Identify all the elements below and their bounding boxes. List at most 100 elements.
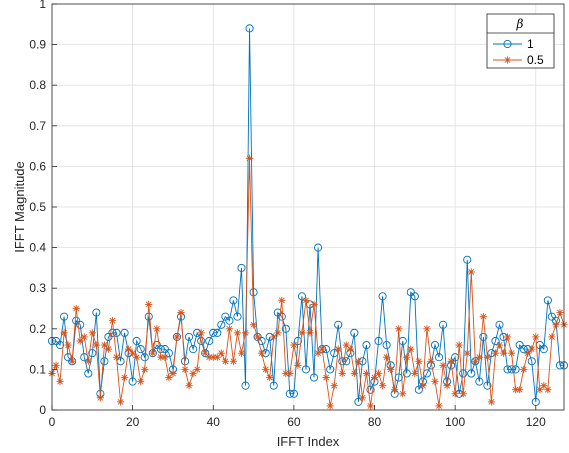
series-layer xyxy=(47,24,569,410)
series-2-point xyxy=(447,357,455,365)
series-2-point xyxy=(92,341,100,349)
series-2-point xyxy=(294,361,302,369)
series-2-point xyxy=(177,308,185,317)
series-1-point xyxy=(362,340,371,350)
series-2-point xyxy=(290,341,298,349)
series-1-point xyxy=(334,320,343,329)
series-2-point xyxy=(80,333,88,341)
series-1-point xyxy=(543,296,552,305)
series-2-point xyxy=(133,353,141,361)
series-2 xyxy=(48,154,568,410)
series-2-point xyxy=(467,268,475,276)
series-2-point xyxy=(524,349,532,357)
series-2-point xyxy=(463,349,471,357)
series-2-point xyxy=(455,341,463,349)
series-1-point xyxy=(84,369,93,378)
series-2-point xyxy=(487,398,496,406)
legend-item-label: 1 xyxy=(527,37,534,51)
series-1-point xyxy=(463,255,472,264)
series-2-point xyxy=(403,353,411,361)
series-2-point xyxy=(419,382,427,390)
series-2-point xyxy=(84,357,92,365)
x-tick-label: 80 xyxy=(368,415,382,429)
series-2-point xyxy=(338,369,346,378)
series-1-point xyxy=(293,336,302,346)
series-1-point xyxy=(128,377,137,386)
series-1-point xyxy=(382,340,391,350)
series-2-point xyxy=(52,361,60,369)
series-2-markers xyxy=(48,154,568,410)
series-2-point xyxy=(129,349,137,357)
series-2-point xyxy=(306,329,314,337)
series-2-point xyxy=(173,333,181,341)
series-1-point xyxy=(519,345,528,354)
series-2-point xyxy=(528,345,536,353)
series-2-point xyxy=(350,369,358,378)
series-1-point xyxy=(527,357,536,366)
series-2-point xyxy=(495,341,504,349)
series-2-point xyxy=(153,325,161,333)
series-2-point xyxy=(459,390,467,398)
series-1-point xyxy=(495,320,504,329)
series-2-point xyxy=(378,382,387,390)
series-2-point xyxy=(435,402,443,410)
legend[interactable]: β 10.5 xyxy=(486,13,555,69)
series-2-point xyxy=(302,296,310,304)
series-2-point xyxy=(60,329,68,337)
legend-items: 10.5 xyxy=(493,37,544,67)
series-2-point xyxy=(411,369,419,378)
series-1-point xyxy=(233,312,242,321)
series-1-point xyxy=(430,340,440,350)
series-1-point xyxy=(60,312,69,321)
series-1-point xyxy=(281,324,290,333)
series-2-point xyxy=(330,382,338,390)
series-2-point xyxy=(443,382,451,390)
series-2-point xyxy=(245,154,254,162)
legend-item-2: 0.5 xyxy=(493,53,544,67)
series-2-point xyxy=(197,329,205,337)
series-2-point xyxy=(225,325,233,333)
series-2-point xyxy=(88,329,96,337)
legend-item-1: 1 xyxy=(493,37,534,51)
series-2-point xyxy=(169,369,177,378)
series-2-point xyxy=(407,345,415,353)
series-2-point xyxy=(254,333,262,341)
series-1-point xyxy=(136,345,145,354)
series-2-point xyxy=(391,386,399,394)
series-2-point xyxy=(362,369,371,378)
series-2-point xyxy=(120,373,129,382)
series-1-point xyxy=(72,316,81,325)
series-2-point xyxy=(201,349,209,357)
y-tick-label: 0.8 xyxy=(29,78,46,92)
series-1-point xyxy=(225,316,234,325)
series-2-point xyxy=(310,300,318,309)
series-1-point xyxy=(56,340,65,350)
series-2-point xyxy=(427,357,435,365)
series-1-point xyxy=(213,328,222,337)
series-1-point xyxy=(140,353,149,362)
series-2-point xyxy=(298,329,306,337)
series-2-point xyxy=(383,353,391,361)
series-1-point xyxy=(539,345,548,354)
series-2-point xyxy=(68,357,76,365)
series-2-point xyxy=(346,345,354,353)
series-1-point xyxy=(104,332,113,341)
series-1-point xyxy=(410,292,419,301)
series-2-point xyxy=(241,329,250,337)
legend-item-label: 0.5 xyxy=(527,53,544,67)
series-2-point xyxy=(249,321,258,329)
series-1-point xyxy=(64,353,73,362)
legend-title: β xyxy=(516,17,524,31)
series-1-point xyxy=(479,332,488,341)
series-1-point xyxy=(354,397,363,406)
y-tick-label: 0.3 xyxy=(29,281,46,295)
series-2-point xyxy=(141,365,149,373)
series-1-point xyxy=(483,381,492,390)
series-2-point xyxy=(278,296,286,304)
legend-box xyxy=(486,13,555,69)
series-1-point xyxy=(314,243,323,252)
y-tick-label: 1 xyxy=(39,0,46,11)
x-axis-label: IFFT Index xyxy=(277,434,340,449)
series-2-point xyxy=(274,329,282,337)
y-tick-label: 0.9 xyxy=(29,38,46,52)
